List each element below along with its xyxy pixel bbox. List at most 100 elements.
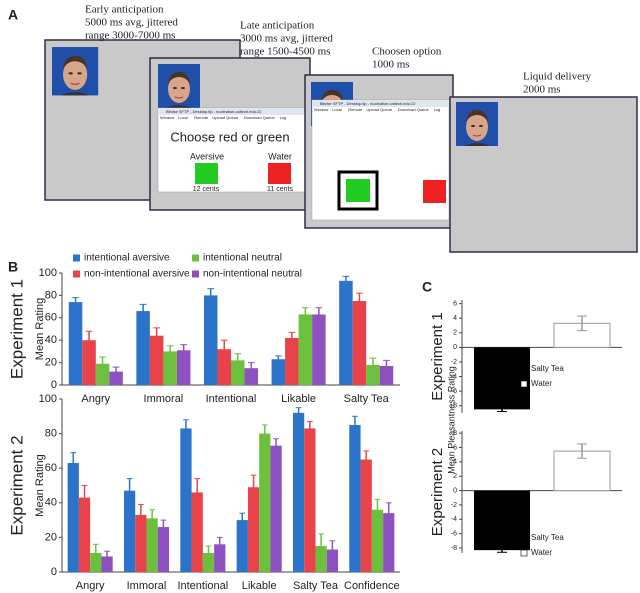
legend-swatch (520, 380, 528, 388)
bar (474, 347, 530, 410)
legend-label: intentional neutral (203, 253, 282, 264)
menu-item: Remote (194, 115, 209, 120)
y-axis-label: Mean Rating (34, 454, 46, 516)
green-option (346, 179, 370, 202)
y-tick-label: 20 (45, 531, 57, 543)
legend-label: Water (531, 548, 552, 557)
bar (135, 514, 147, 572)
y-tick-label: 8 (453, 430, 457, 437)
legend-swatch (192, 254, 199, 262)
bar (352, 301, 367, 385)
y-tick-label: -8 (451, 403, 457, 410)
x-tick-label: Angry (81, 393, 110, 405)
bar (82, 340, 96, 385)
legend-swatch (192, 270, 199, 278)
y-axis-label: Mean Rating (34, 298, 46, 360)
step-caption: Choosen option (372, 46, 442, 58)
prompt: Choose red or green (170, 129, 289, 144)
y-tick-label: 0 (51, 379, 57, 391)
y-tick-label: 6 (453, 444, 457, 451)
menu-item: Log (434, 107, 441, 112)
red-option (268, 163, 291, 184)
y-axis-label: Mean Pleasantness Rating (446, 366, 456, 474)
step-caption: 2000 ms (523, 84, 561, 96)
y-tick-label: 20 (45, 357, 57, 369)
bar (231, 360, 245, 385)
y-tick-label: -6 (451, 388, 457, 395)
x-tick-label: Immoral (127, 580, 167, 592)
y-tick-label: 60 (45, 312, 57, 324)
window-title: Bitvise SFTP - Desktop.tlp - nucleation.… (166, 109, 262, 114)
y-tick-label: 100 (39, 393, 57, 405)
bar (304, 428, 316, 572)
bar (292, 412, 305, 572)
red-option (423, 180, 446, 203)
bar (259, 433, 271, 572)
bar (244, 368, 259, 385)
face-image (455, 101, 499, 147)
side-label: Experiment 2 (7, 435, 26, 535)
legend-swatch (520, 549, 528, 557)
bar (339, 280, 353, 385)
face-image (157, 63, 201, 109)
y-tick-label: -4 (451, 373, 457, 380)
y-tick-label: 40 (45, 497, 57, 509)
y-tick-label: 0 (453, 344, 457, 351)
x-tick-label: Immoral (144, 393, 184, 405)
x-tick-label: Salty Tea (344, 393, 390, 405)
menu-item: Window (314, 107, 328, 112)
bar (285, 337, 299, 385)
legend-swatch (73, 270, 80, 278)
y-tick-label: -4 (451, 516, 457, 523)
bar (163, 351, 177, 385)
y-tick-label: 2 (453, 330, 457, 337)
face-image (51, 46, 99, 96)
menu-item: Upload Queue (212, 115, 239, 120)
menu-item: Local (178, 115, 188, 120)
step-caption: Liquid delivery (523, 71, 592, 83)
x-tick-label: Confidence (344, 580, 400, 592)
bar (95, 363, 110, 385)
menu-item: Upload Queue (366, 107, 393, 112)
bar (78, 497, 91, 572)
menu-item: Download Queue (244, 115, 276, 120)
legend-swatch (520, 534, 528, 542)
bar (315, 546, 327, 572)
bar (203, 295, 218, 385)
bar (247, 487, 260, 572)
x-tick-label: Salty Tea (293, 580, 339, 592)
bar (68, 302, 83, 385)
legend-label: Salty Tea (531, 533, 564, 542)
y-tick-label: 4 (453, 315, 457, 322)
bar (176, 350, 191, 385)
bar (67, 463, 79, 572)
x-tick-label: Likable (281, 393, 316, 405)
bar (136, 311, 150, 385)
bar (157, 527, 170, 572)
legend-swatch (520, 365, 528, 373)
bar (236, 520, 248, 572)
side-label: Experiment 1 (429, 312, 446, 400)
y-tick-label: 40 (45, 334, 57, 346)
y-tick-label: 6 (453, 300, 457, 307)
y-tick-label: -6 (451, 530, 457, 537)
bar (366, 364, 380, 385)
y-tick-label: 100 (39, 267, 57, 279)
bar (360, 459, 372, 572)
side-label: Experiment 1 (7, 279, 26, 379)
step-caption: 5000 ms avg, jittered (85, 17, 178, 29)
menu-item: Remote (348, 107, 363, 112)
x-tick-label: Intentional (177, 580, 228, 592)
bar (298, 314, 313, 385)
panel-label: A (8, 7, 18, 23)
y-tick-label: -2 (451, 359, 457, 366)
y-tick-label: -8 (451, 545, 457, 552)
bar (474, 490, 530, 551)
y-tick-label: 80 (45, 289, 57, 301)
panel-label: C (422, 279, 432, 295)
title-bar (158, 108, 305, 115)
menu-item: Log (280, 115, 287, 120)
y-tick-label: 2 (453, 473, 457, 480)
bar (202, 552, 215, 572)
menu-item: Window (160, 115, 174, 120)
